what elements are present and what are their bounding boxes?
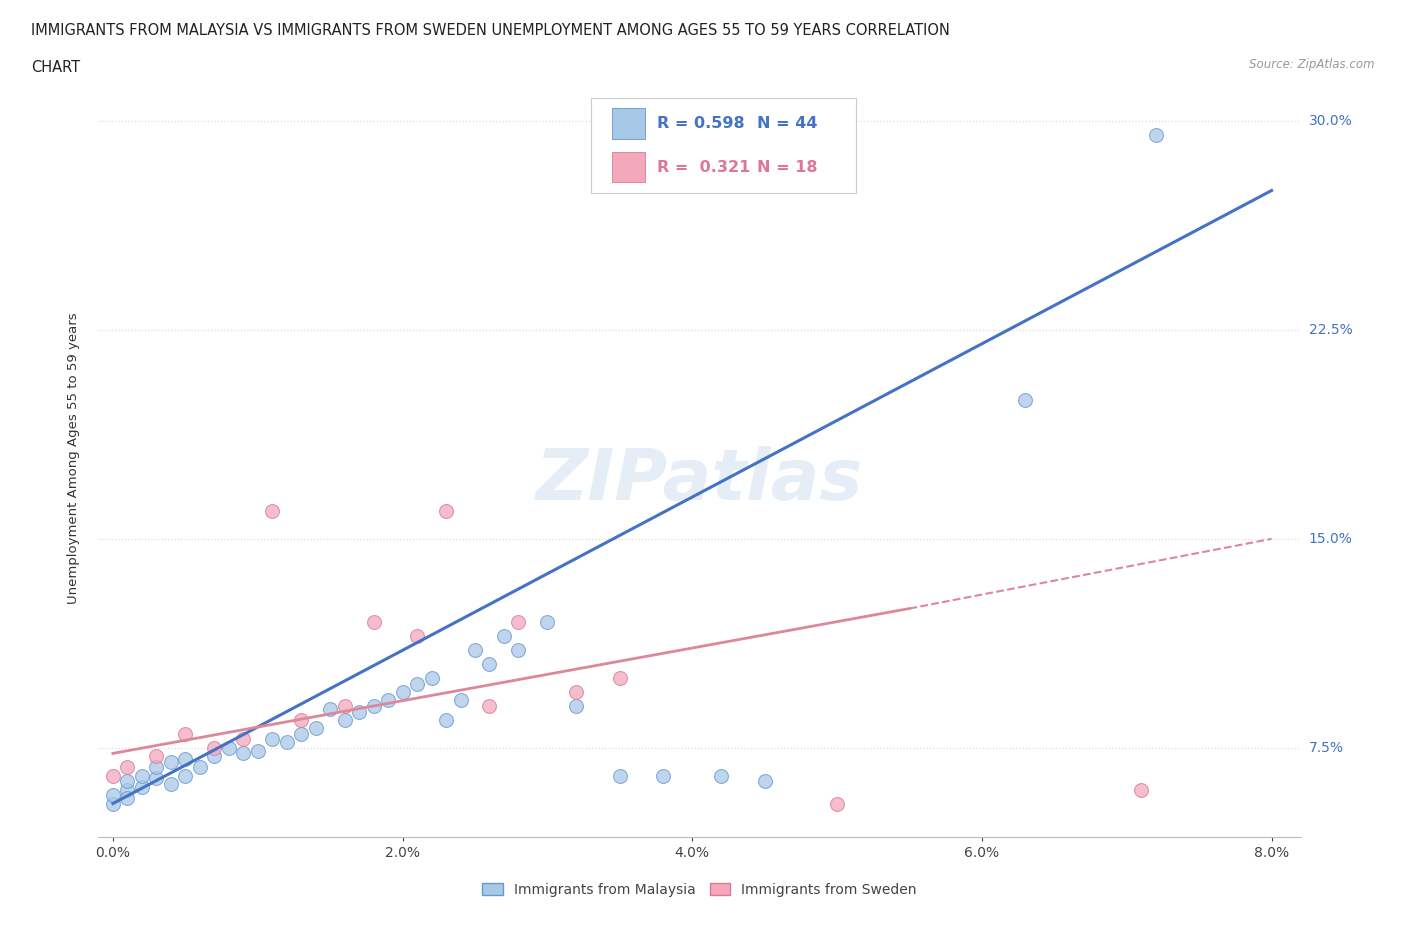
FancyBboxPatch shape (612, 109, 645, 139)
Point (117, 760, 139, 775)
Point (117, 790, 139, 805)
Point (420, 671, 443, 685)
Point (174, 751, 197, 766)
Point (290, 712, 312, 727)
Text: 22.5%: 22.5% (1309, 323, 1353, 337)
Point (246, 743, 269, 758)
Point (145, 749, 167, 764)
Point (609, 768, 631, 783)
Point (478, 657, 501, 671)
Point (710, 768, 733, 783)
Point (232, 746, 254, 761)
Point (1130, 782, 1153, 797)
Point (1144, 127, 1167, 142)
Text: N = 44: N = 44 (758, 116, 818, 131)
Point (101, 768, 124, 783)
Text: R = 0.598: R = 0.598 (658, 116, 745, 131)
Point (377, 693, 399, 708)
FancyBboxPatch shape (592, 98, 856, 193)
Point (434, 712, 457, 727)
Point (565, 684, 588, 699)
Point (218, 740, 240, 755)
Point (131, 779, 153, 794)
Text: IMMIGRANTS FROM MALAYSIA VS IMMIGRANTS FROM SWEDEN UNEMPLOYMENT AMONG AGES 55 TO: IMMIGRANTS FROM MALAYSIA VS IMMIGRANTS F… (31, 23, 950, 38)
Point (333, 698, 356, 713)
Point (117, 774, 139, 789)
Point (609, 671, 631, 685)
Point (262, 503, 284, 518)
Point (492, 629, 515, 644)
Text: ZIPatlas: ZIPatlas (536, 446, 863, 515)
Point (319, 701, 342, 716)
Point (160, 777, 183, 791)
Y-axis label: Unemployment Among Ages 55 to 59 years: Unemployment Among Ages 55 to 59 years (67, 312, 80, 604)
Point (406, 629, 429, 644)
Text: CHART: CHART (31, 60, 80, 75)
Point (508, 615, 530, 630)
Legend: Immigrants from Malaysia, Immigrants from Sweden: Immigrants from Malaysia, Immigrants fro… (477, 877, 922, 902)
Point (1014, 392, 1036, 407)
Point (101, 796, 124, 811)
Point (363, 698, 385, 713)
Text: 7.5%: 7.5% (1309, 741, 1344, 755)
Point (536, 615, 558, 630)
Text: N = 18: N = 18 (758, 160, 818, 175)
Point (174, 768, 197, 783)
Point (652, 768, 675, 783)
Point (101, 788, 124, 803)
Point (754, 774, 776, 789)
Point (160, 754, 183, 769)
Point (145, 771, 167, 786)
Point (565, 698, 588, 713)
Point (174, 726, 197, 741)
Point (202, 749, 225, 764)
Point (333, 712, 356, 727)
Point (347, 704, 370, 719)
Point (145, 760, 167, 775)
Point (188, 760, 211, 775)
Point (202, 740, 225, 755)
FancyBboxPatch shape (612, 152, 645, 182)
Point (232, 732, 254, 747)
Point (825, 796, 848, 811)
Point (117, 782, 139, 797)
Point (478, 698, 501, 713)
Text: R =  0.321: R = 0.321 (658, 160, 751, 175)
Point (391, 684, 413, 699)
Point (434, 503, 457, 518)
Point (131, 768, 153, 783)
Text: Source: ZipAtlas.com: Source: ZipAtlas.com (1250, 58, 1375, 71)
Point (406, 676, 429, 691)
Text: 15.0%: 15.0% (1309, 532, 1353, 546)
Point (464, 643, 486, 658)
Point (363, 615, 385, 630)
Point (305, 721, 328, 736)
Point (508, 643, 530, 658)
Point (450, 693, 472, 708)
Text: 30.0%: 30.0% (1309, 113, 1353, 127)
Point (262, 732, 284, 747)
Point (276, 735, 298, 750)
Point (290, 726, 312, 741)
